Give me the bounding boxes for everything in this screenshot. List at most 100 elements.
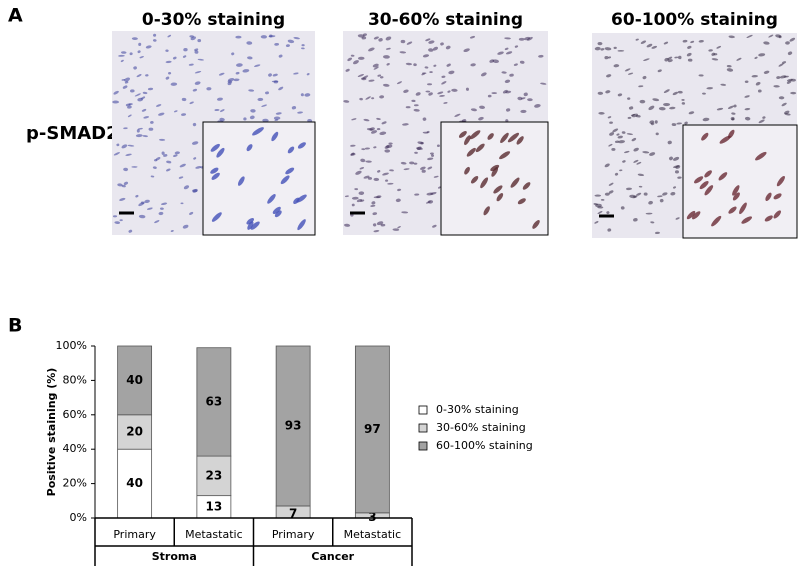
nucleus xyxy=(604,163,610,168)
nucleus xyxy=(633,159,639,163)
nucleus xyxy=(301,44,305,47)
nucleus xyxy=(373,177,380,182)
nucleus xyxy=(428,40,435,44)
nucleus xyxy=(405,62,413,66)
nucleus xyxy=(127,114,132,118)
nucleus xyxy=(425,90,431,93)
value-label: 63 xyxy=(206,394,223,408)
nucleus xyxy=(675,217,680,220)
nucleus xyxy=(636,161,642,165)
nucleus xyxy=(387,182,394,185)
nucleus xyxy=(606,74,612,78)
nucleus xyxy=(441,75,446,78)
group-label: Cancer xyxy=(311,550,354,563)
nucleus xyxy=(671,123,677,127)
nucleus xyxy=(631,138,637,142)
nucleus xyxy=(416,147,423,150)
nucleus xyxy=(287,146,295,154)
nucleus xyxy=(378,38,383,42)
nucleus xyxy=(421,169,426,173)
nucleus xyxy=(385,144,393,149)
nucleus xyxy=(385,36,392,41)
nucleus xyxy=(158,211,164,216)
nucleus xyxy=(598,112,605,115)
nucleus xyxy=(621,131,626,134)
inset xyxy=(440,121,549,236)
nucleus xyxy=(125,153,132,156)
nucleus xyxy=(381,121,387,125)
nucleus xyxy=(158,112,165,116)
nucleus xyxy=(611,147,616,151)
nucleus xyxy=(246,144,253,152)
nucleus xyxy=(609,132,615,136)
bar-segment xyxy=(196,455,232,497)
nucleus xyxy=(762,116,766,119)
nucleus xyxy=(242,69,250,73)
nucleus xyxy=(372,63,379,68)
nucleus xyxy=(274,119,279,121)
nucleus xyxy=(716,107,724,111)
nucleus xyxy=(285,167,295,175)
nucleus xyxy=(409,161,415,165)
nucleus xyxy=(218,72,225,76)
nucleus xyxy=(373,36,379,40)
nucleus xyxy=(211,212,222,222)
nucleus xyxy=(613,64,620,68)
nucleus xyxy=(663,102,671,107)
nucleus xyxy=(119,197,126,201)
nucleus xyxy=(686,210,696,220)
nucleus xyxy=(624,68,631,72)
nucleus xyxy=(174,151,180,155)
nucleus xyxy=(677,90,683,94)
nucleus xyxy=(773,210,782,219)
nucleus xyxy=(153,33,157,37)
nucleus xyxy=(640,40,647,44)
nucleus xyxy=(655,132,659,136)
nucleus xyxy=(492,59,499,64)
nucleus xyxy=(405,106,411,109)
nucleus xyxy=(517,96,523,101)
nucleus xyxy=(489,59,495,63)
nucleus xyxy=(466,147,476,157)
nucleus xyxy=(161,151,165,155)
value-label: 97 xyxy=(364,422,381,436)
nucleus xyxy=(413,162,418,165)
nucleus xyxy=(385,47,391,50)
nucleus xyxy=(395,198,401,203)
nucleus xyxy=(297,111,303,114)
nucleus xyxy=(643,58,650,61)
nucleus xyxy=(406,41,413,45)
nucleus xyxy=(744,80,749,84)
nucleus xyxy=(261,104,268,107)
nucleus xyxy=(278,86,284,91)
bar-segment xyxy=(117,345,153,416)
nucleus xyxy=(490,164,500,172)
nucleus xyxy=(674,170,679,174)
nucleus xyxy=(123,181,129,185)
inset xyxy=(202,121,316,236)
bar-segment xyxy=(196,347,232,457)
nucleus xyxy=(267,194,276,204)
nucleus xyxy=(776,175,785,187)
nucleus xyxy=(127,105,132,109)
nucleus xyxy=(480,72,487,77)
nucleus xyxy=(361,36,367,40)
nucleus xyxy=(704,170,712,178)
nucleus xyxy=(786,80,792,84)
nucleus xyxy=(600,198,605,201)
nucleus xyxy=(365,160,372,163)
nucleus xyxy=(787,51,793,56)
nucleus xyxy=(614,140,620,144)
nucleus xyxy=(520,109,527,114)
nucleus xyxy=(180,202,184,205)
nucleus xyxy=(620,206,625,210)
nucleus xyxy=(273,116,281,120)
nucleus xyxy=(274,42,280,46)
nucleus xyxy=(604,192,610,196)
legend-label: 0-30% staining xyxy=(436,403,519,416)
nucleus xyxy=(516,136,524,145)
nucleus xyxy=(344,223,351,227)
nucleus xyxy=(682,39,688,43)
nucleus xyxy=(540,82,547,85)
nucleus xyxy=(301,47,305,50)
